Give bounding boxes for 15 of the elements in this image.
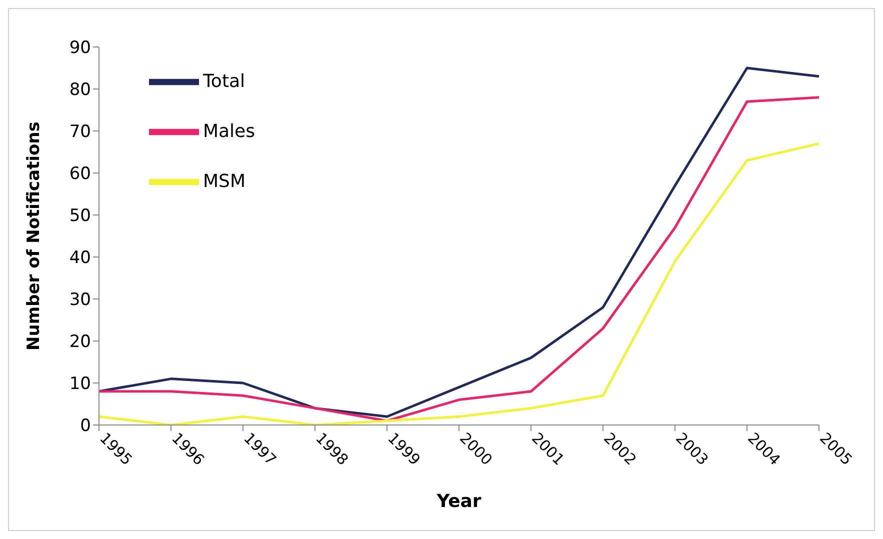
y-tick-label: 10 <box>69 374 91 394</box>
y-tick-label: 0 <box>80 416 91 436</box>
y-tick-label: 20 <box>69 332 91 352</box>
y-tick-label: 30 <box>69 290 91 310</box>
y-tick-label: 70 <box>69 122 91 142</box>
x-axis-title: Year <box>436 491 482 512</box>
y-tick-label: 40 <box>69 248 91 268</box>
legend-label: Total <box>203 70 246 92</box>
y-tick-label: 90 <box>69 38 91 58</box>
y-tick-label: 50 <box>69 206 91 226</box>
y-axis-title: Number of Notifications <box>24 122 44 350</box>
legend-label: MSM <box>203 170 246 192</box>
y-tick-label: 60 <box>69 164 91 184</box>
y-tick-label: 80 <box>69 80 91 100</box>
legend-label: Males <box>203 120 256 142</box>
